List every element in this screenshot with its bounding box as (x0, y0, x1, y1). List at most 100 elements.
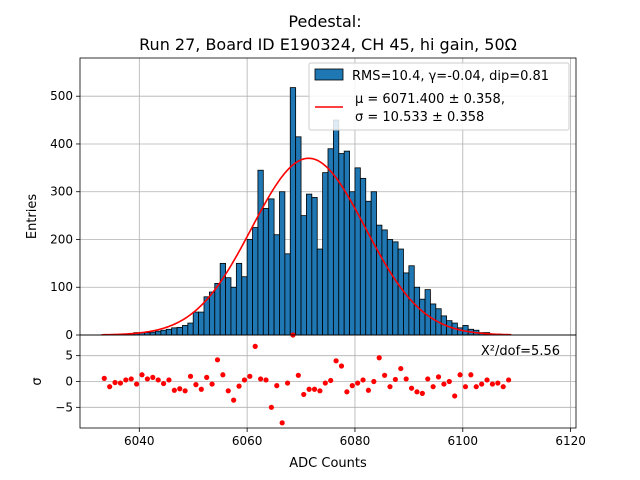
residual-point (506, 377, 512, 383)
histogram-bar (316, 248, 324, 336)
histogram-bar (171, 327, 178, 336)
residual-point (425, 376, 431, 382)
residual-point (301, 391, 307, 398)
histogram-bar (246, 239, 253, 336)
histogram-bar (332, 119, 340, 336)
residual-point (441, 381, 447, 387)
residual-point (279, 420, 285, 426)
histogram-bar (149, 331, 156, 336)
histogram-bar (381, 229, 388, 336)
residual-point (500, 384, 506, 390)
residual-point (107, 384, 113, 390)
histogram-bar (397, 248, 404, 336)
x-axis-ticks: 6040 6060 6080 6100 6120 (124, 428, 586, 448)
histogram-bar (424, 289, 431, 336)
residual-point (457, 372, 463, 378)
residual-point (344, 389, 350, 395)
residual-point (365, 387, 372, 393)
residual-point (187, 373, 194, 379)
residual-point (101, 375, 107, 381)
residual-points (101, 332, 512, 426)
residual-point (236, 383, 242, 389)
residual-point (398, 365, 404, 372)
residual-point (268, 404, 274, 410)
histogram-bar (403, 272, 410, 336)
gaussian-fit-curve (101, 157, 512, 336)
residual-point (225, 388, 231, 394)
histogram-bar (273, 234, 280, 336)
residual-point (387, 384, 393, 390)
histogram-bar (257, 169, 264, 336)
residual-point (317, 388, 323, 394)
residual-point (322, 380, 328, 386)
residual-point (144, 376, 150, 382)
y-tick-label: 500 (50, 89, 73, 103)
histogram-bar (386, 239, 394, 336)
residual-point (274, 383, 280, 389)
chart-title-line-1: Pedestal: (288, 12, 361, 31)
residual-point (473, 384, 479, 390)
histogram-bar (214, 283, 221, 336)
residual-point (382, 372, 388, 378)
residual-point (462, 384, 469, 390)
histogram-bar (338, 153, 345, 336)
chart-legend: RMS=10.4, γ=-0.04, dip=0.81 μ = 6071.400… (308, 62, 570, 131)
residual-point (328, 377, 334, 384)
histogram-bar (365, 200, 372, 336)
residual-point (430, 384, 436, 390)
x-tick-label: 6100 (448, 434, 479, 448)
residual-point (333, 358, 339, 364)
residual-point (182, 388, 188, 394)
histogram-bar (284, 253, 291, 336)
y-tick-label: 200 (50, 232, 73, 246)
y-tick-label: 300 (50, 185, 73, 199)
residual-point (408, 385, 415, 391)
residual-point (241, 377, 248, 383)
y-tick-label: 400 (50, 137, 73, 151)
histogram-bar (359, 177, 367, 336)
histogram-axes: 0 100 200 300 400 500 Entries RMS=10.4, γ=-0.… (25, 57, 577, 342)
legend-histogram-label: RMS=10.4, γ=-0.04, dip=0.81 (352, 69, 549, 84)
histogram-bar (198, 311, 205, 336)
histogram-bar (208, 291, 216, 336)
residual-point (117, 380, 124, 386)
residual-point (150, 374, 156, 380)
histogram-bar (419, 298, 426, 336)
histogram-bar (300, 215, 307, 336)
residual-point (160, 380, 167, 387)
histogram-bar (311, 197, 318, 336)
histogram-bar (241, 276, 248, 336)
histogram-bar (306, 193, 313, 336)
residual-point (204, 374, 210, 380)
residual-point (214, 357, 221, 363)
residual-point (295, 372, 301, 378)
y-tick-label: 100 (50, 280, 73, 294)
y-tick-label: 5 (65, 349, 73, 363)
chi2-annotation: X²/dof=5.56 (481, 344, 560, 359)
histogram-bar (289, 87, 297, 336)
histogram-bar (413, 286, 421, 336)
legend-box (308, 62, 570, 131)
residual-point (198, 386, 204, 392)
residual-point (139, 372, 145, 378)
residuals-y-label: σ (30, 377, 45, 385)
histogram-bar (327, 148, 334, 336)
residual-point (128, 376, 134, 382)
residual-point (247, 373, 253, 379)
residual-point (371, 378, 377, 385)
residual-point (193, 382, 199, 388)
residual-point (171, 387, 177, 393)
residual-point (338, 363, 345, 369)
x-tick-label: 6120 (555, 434, 586, 448)
y-tick-label: 0 (65, 328, 73, 342)
residual-point (484, 377, 490, 383)
residual-point (112, 379, 118, 386)
histogram-y-ticks: 0 100 200 300 400 500 (50, 89, 80, 342)
histogram-bar (295, 136, 302, 336)
histogram-bar (235, 262, 243, 336)
histogram-bar (376, 224, 383, 336)
y-tick-label: 0 (65, 375, 73, 389)
histogram-bar (160, 329, 167, 336)
residual-point (258, 376, 264, 382)
